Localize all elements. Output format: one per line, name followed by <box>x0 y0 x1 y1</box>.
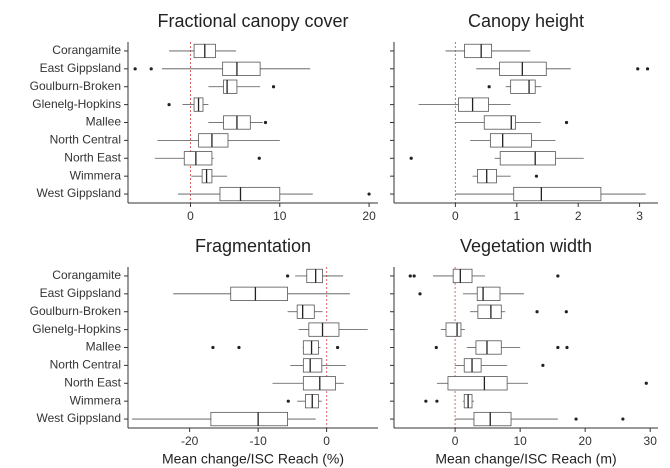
category-label: West Gippsland <box>37 411 122 425</box>
box <box>463 358 482 373</box>
category-label: Goulburn-Broken <box>30 304 121 318</box>
x-tick-label: 10 <box>273 209 287 223</box>
outlier <box>556 274 560 278</box>
outlier <box>286 399 290 403</box>
outlier <box>149 67 153 71</box>
outlier <box>257 156 261 160</box>
box <box>464 43 493 59</box>
outlier <box>574 417 578 421</box>
outlier <box>271 85 276 89</box>
category-label: Glenelg-Hopkins <box>32 97 121 111</box>
category-label: East Gippsland <box>40 286 121 300</box>
category-label: Corangamite <box>52 268 121 282</box>
x-axis-label: Mean change/ISC Reach (m) <box>435 451 616 467</box>
outlier <box>564 120 569 125</box>
outlier <box>285 274 290 278</box>
box <box>513 186 602 202</box>
panel-title: Fractional canopy cover <box>157 11 348 31</box>
category-label: Goulburn-Broken <box>30 79 121 93</box>
x-tick-label: 0 <box>452 209 459 223</box>
box <box>473 411 512 427</box>
box <box>483 115 516 130</box>
category-label: Corangamite <box>52 43 121 57</box>
box <box>447 376 508 391</box>
box <box>477 304 502 319</box>
outlier <box>263 120 268 125</box>
x-tick-label: 1 <box>513 209 520 223</box>
box <box>198 133 229 148</box>
category-label: Wimmera <box>70 168 122 182</box>
x-tick-label: 10 <box>513 434 527 448</box>
outlier <box>564 310 568 314</box>
box <box>476 286 501 301</box>
outlier <box>133 67 137 71</box>
outlier <box>435 399 439 403</box>
outlier <box>237 345 241 350</box>
box <box>230 286 288 301</box>
category-label: North East <box>64 375 121 389</box>
panel-title: Canopy height <box>468 11 584 31</box>
outlier <box>541 363 545 367</box>
box <box>499 151 556 166</box>
outlier <box>412 274 416 278</box>
outlier <box>645 67 650 71</box>
outlier <box>408 274 412 278</box>
x-tick-label: 0 <box>323 434 330 448</box>
outlier <box>535 310 539 314</box>
outlier <box>487 85 491 89</box>
x-tick-label: 2 <box>575 209 582 223</box>
box <box>452 268 473 284</box>
box <box>489 133 532 148</box>
outlier <box>621 417 625 421</box>
category-label: Mallee <box>86 340 122 354</box>
category-label: North Central <box>50 358 121 372</box>
outlier <box>424 399 428 403</box>
outlier <box>556 345 560 350</box>
box <box>510 79 536 94</box>
outlier <box>534 174 539 178</box>
x-tick-label: 20 <box>362 209 376 223</box>
outlier <box>644 381 648 385</box>
panel-title: Fragmentation <box>195 236 311 256</box>
box <box>223 79 238 94</box>
box <box>302 358 323 373</box>
category-label: West Gippsland <box>37 186 122 200</box>
x-tick-label: 0 <box>187 209 194 223</box>
outlier <box>636 67 640 71</box>
box <box>183 151 213 166</box>
box <box>296 304 315 319</box>
x-axis-label: Mean change/ISC Reach (%) <box>162 451 344 467</box>
outlier <box>167 103 171 107</box>
box <box>222 61 261 76</box>
category-label: North East <box>64 150 121 164</box>
x-tick-label: 3 <box>636 209 643 223</box>
box <box>306 268 323 284</box>
category-label: East Gippsland <box>40 61 121 75</box>
outlier <box>409 156 413 160</box>
outlier <box>335 345 340 350</box>
outlier <box>418 292 422 296</box>
category-label: Glenelg-Hopkins <box>32 322 121 336</box>
x-tick-label: 0 <box>452 434 459 448</box>
x-tick-label: -20 <box>181 434 199 448</box>
box <box>475 340 502 355</box>
category-label: Mallee <box>86 115 122 129</box>
box <box>219 186 281 202</box>
box <box>210 411 288 427</box>
box <box>308 322 340 337</box>
category-label: Wimmera <box>70 393 122 407</box>
category-label: North Central <box>50 133 121 147</box>
panel-title: Vegetation width <box>460 236 592 256</box>
outlier <box>367 192 371 196</box>
outlier <box>434 345 438 350</box>
x-tick-label: 30 <box>644 434 658 448</box>
box <box>445 322 462 337</box>
outlier <box>565 345 569 350</box>
x-tick-label: 20 <box>578 434 592 448</box>
box <box>302 340 319 355</box>
outlier <box>211 345 215 350</box>
box <box>458 97 489 112</box>
x-tick-label: -10 <box>249 434 267 448</box>
